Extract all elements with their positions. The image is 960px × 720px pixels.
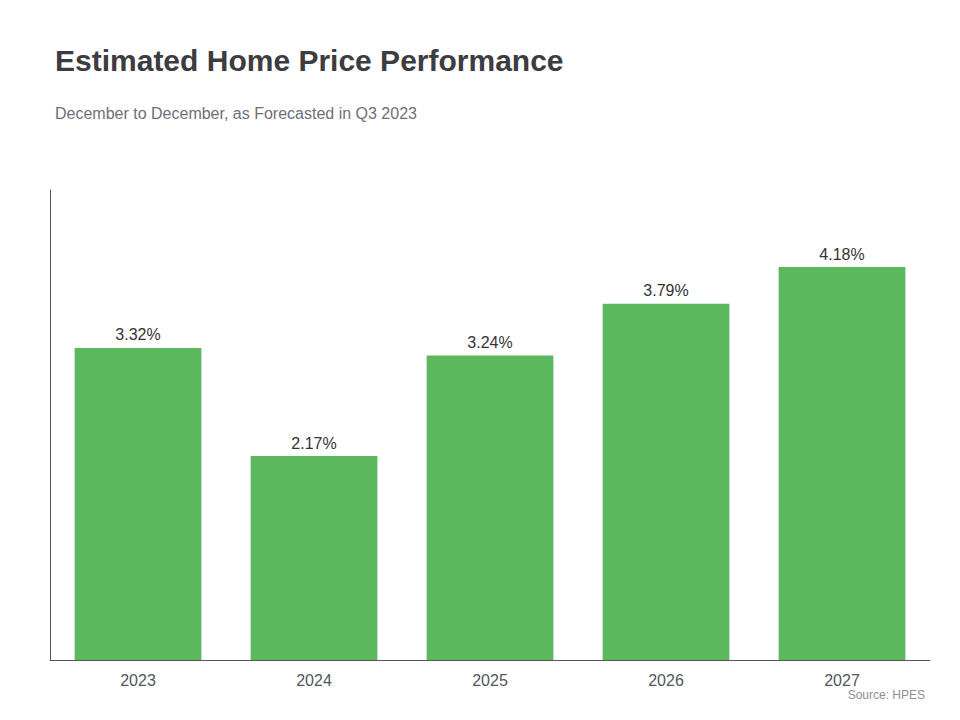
svg-text:2023: 2023	[120, 672, 156, 689]
svg-text:3.24%: 3.24%	[467, 334, 512, 351]
svg-text:Source: HPES: Source: HPES	[848, 688, 925, 702]
svg-text:3.32%: 3.32%	[115, 326, 160, 343]
svg-text:2024: 2024	[296, 672, 332, 689]
svg-text:December to December, as Forec: December to December, as Forecasted in Q…	[55, 105, 417, 122]
svg-text:2027: 2027	[824, 672, 860, 689]
svg-text:2025: 2025	[472, 672, 508, 689]
svg-text:2026: 2026	[648, 672, 684, 689]
svg-text:2.17%: 2.17%	[291, 435, 336, 452]
svg-text:4.18%: 4.18%	[819, 246, 864, 263]
svg-text:3.79%: 3.79%	[643, 282, 688, 299]
svg-text:Estimated Home Price Performan: Estimated Home Price Performance	[55, 44, 564, 77]
